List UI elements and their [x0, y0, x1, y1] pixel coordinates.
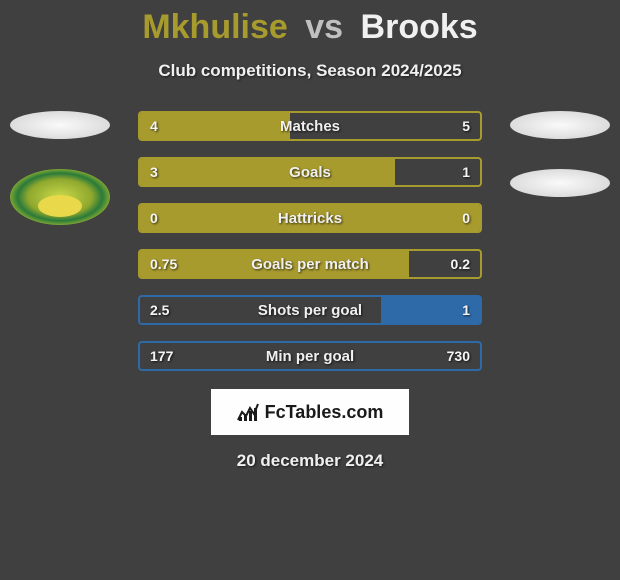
brand-text: FcTables.com: [265, 402, 384, 423]
stat-label: Min per goal: [140, 343, 480, 369]
date-line: 20 december 2024: [0, 451, 620, 471]
stat-label: Goals: [140, 159, 480, 185]
stat-label: Matches: [140, 113, 480, 139]
club-badge-left: [10, 169, 110, 225]
stat-label: Goals per match: [140, 251, 480, 277]
avatars-right-col: [500, 111, 620, 197]
stat-label: Shots per goal: [140, 297, 480, 323]
stat-row: 00Hattricks: [138, 203, 482, 233]
signal-icon: [237, 402, 259, 422]
stat-row: 45Matches: [138, 111, 482, 141]
brand-box[interactable]: FcTables.com: [211, 389, 409, 435]
player-right-photo-placeholder: [510, 111, 610, 139]
player-left-photo-placeholder: [10, 111, 110, 139]
stat-row: 31Goals: [138, 157, 482, 187]
stat-row: 0.750.2Goals per match: [138, 249, 482, 279]
player-left-name: Mkhulise: [142, 8, 287, 46]
stat-label: Hattricks: [140, 205, 480, 231]
stat-bars: 45Matches 31Goals 00Hattricks 0.750.2Goals …: [138, 111, 482, 371]
stat-row: 177730Min per goal: [138, 341, 482, 371]
club-badge-right-placeholder: [510, 169, 610, 197]
title-row: Mkhulise vs Brooks: [0, 0, 620, 47]
stat-row: 2.51Shots per goal: [138, 295, 482, 325]
avatars-left-col: [0, 111, 120, 225]
subtitle: Club competitions, Season 2024/2025: [0, 61, 620, 81]
chart-area: 45Matches 31Goals 00Hattricks 0.750.2Goals …: [0, 111, 620, 371]
vs-word: vs: [305, 8, 343, 46]
player-right-name: Brooks: [361, 8, 478, 46]
